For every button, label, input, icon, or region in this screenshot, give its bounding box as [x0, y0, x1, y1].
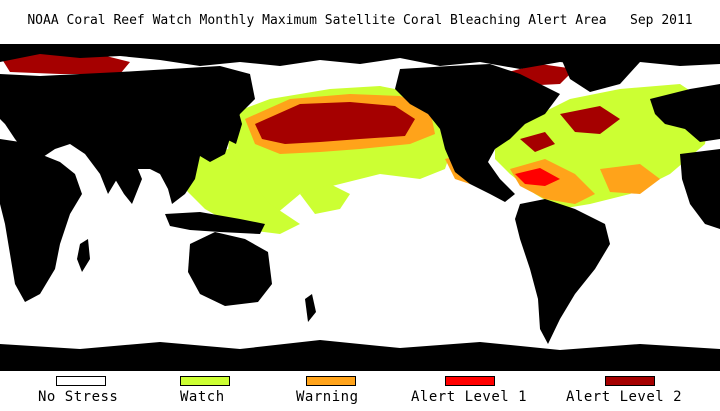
legend-label-alert-level-2: Alert Level 2 [566, 389, 683, 405]
alert2-zone-mid-atlantic [560, 106, 620, 134]
west-africa-landmass [680, 149, 720, 229]
arctic-landmass [0, 44, 720, 69]
africa-landmass [0, 139, 82, 302]
legend-swatch-alert-level-2 [605, 376, 655, 386]
land [0, 44, 720, 371]
bleaching-alert-map [0, 44, 720, 371]
legend-label-watch: Watch [180, 389, 225, 405]
watch-zone-west-pacific [180, 149, 300, 234]
india-landmass [110, 162, 142, 204]
madagascar-landmass [77, 239, 90, 272]
legend-label-alert-level-1: Alert Level 1 [411, 389, 528, 405]
north-america-landmass [395, 64, 560, 202]
australia-landmass [188, 232, 272, 306]
legend: No Stress Watch Warning Alert Level 1 Al… [0, 376, 720, 411]
alert2-zone-north-pacific [255, 102, 415, 144]
eurasia-landmass [0, 66, 255, 204]
legend-label-warning: Warning [296, 389, 359, 405]
legend-swatch-warning [306, 376, 356, 386]
europe-landmass [650, 84, 720, 142]
legend-swatch-alert-level-1 [445, 376, 495, 386]
map-title: NOAA Coral Reef Watch Monthly Maximum Sa… [27, 13, 693, 28]
watch-zone-central-pacific [300, 184, 350, 214]
new-zealand-landmass [305, 294, 316, 322]
greenland-landmass [560, 52, 640, 92]
japan-landmass [228, 102, 242, 144]
legend-swatch-no-stress [56, 376, 106, 386]
indonesia-landmass [165, 212, 265, 234]
antarctica-landmass [0, 340, 720, 371]
legend-label-no-stress: No Stress [38, 389, 119, 405]
south-america-landmass [515, 199, 610, 344]
alert1-zone-caribbean [515, 168, 560, 186]
alert2-zone-gulf-stream [520, 132, 555, 152]
warning-zone-tropical-atlantic [600, 164, 660, 194]
legend-swatch-watch [180, 376, 230, 386]
